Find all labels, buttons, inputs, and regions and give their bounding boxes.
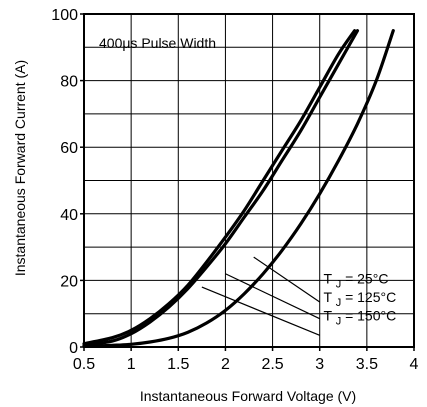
x-tick-labels: 0.5 1 1.5 2 2.5 3 3.5 4 xyxy=(73,347,419,373)
series-lines xyxy=(82,29,395,348)
plot-frame xyxy=(83,13,415,348)
series-line-2 xyxy=(82,29,357,346)
y-tick-label: 60 xyxy=(60,140,78,157)
x-tick-label: 0.5 xyxy=(73,356,95,373)
x-tick-label: 3 xyxy=(315,356,324,373)
x-axis-title: Instantaneous Forward Voltage (V) xyxy=(140,388,356,404)
y-tick-labels: 0 20 40 60 80 100 xyxy=(51,7,84,357)
legend-label: T J = 25°C xyxy=(323,271,388,291)
x-tick-label: 1.5 xyxy=(167,356,189,373)
y-axis-title: Instantaneous Forward Current (A) xyxy=(12,60,28,276)
pulse-width-annotation: 400μs Pulse Width xyxy=(99,35,216,51)
y-tick-label: 80 xyxy=(60,74,78,91)
x-tick-label: 3.5 xyxy=(356,356,378,373)
x-tick-label: 1 xyxy=(127,356,136,373)
legend-leader-line xyxy=(253,256,321,303)
legend-leader-line xyxy=(201,286,320,336)
y-tick-label: 0 xyxy=(69,340,78,357)
grid xyxy=(83,13,415,348)
y-tick-label: 20 xyxy=(60,273,78,290)
legend-label: T J = 150°C xyxy=(323,307,396,327)
series-line-1 xyxy=(82,29,360,347)
series-line-3 xyxy=(82,29,395,348)
x-tick-label: 2 xyxy=(221,356,230,373)
y-tick-label: 100 xyxy=(51,7,78,24)
x-tick-label: 4 xyxy=(410,356,419,373)
legend: T J = 25°CT J = 125°CT J = 150°C xyxy=(201,256,396,336)
plot-border xyxy=(83,13,415,348)
legend-label: T J = 125°C xyxy=(323,289,396,309)
x-tick-label: 2.5 xyxy=(261,356,283,373)
y-tick-label: 40 xyxy=(60,207,78,224)
legend-leader-line xyxy=(225,273,320,320)
